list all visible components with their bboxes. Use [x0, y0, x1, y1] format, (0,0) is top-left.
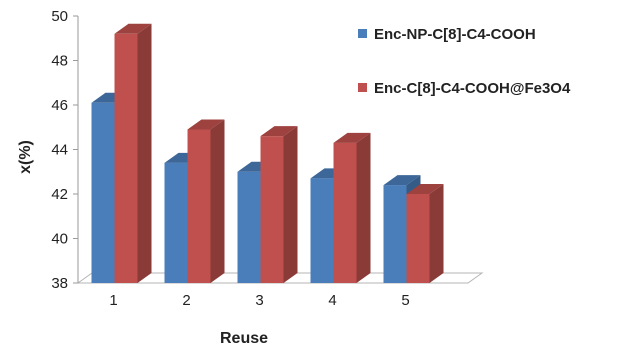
x-tick-label: 1 — [109, 292, 117, 309]
bar-front-face — [114, 33, 138, 283]
bar — [187, 119, 225, 283]
chart-axes — [73, 15, 79, 284]
bar-side-face — [356, 132, 371, 283]
x-tick-label: 2 — [182, 292, 190, 309]
bar — [406, 184, 444, 283]
legend-swatch-series-1 — [358, 29, 367, 38]
legend-label-series-2: Enc-C[8]-C4-COOH@Fe3O4 — [374, 80, 571, 97]
bar-front-face — [260, 136, 284, 283]
bar-side-face — [429, 184, 444, 283]
bar-top-face — [333, 132, 371, 143]
bar-side-face — [137, 23, 152, 284]
bar-top-face — [187, 119, 225, 130]
chart-bars — [91, 23, 444, 284]
bar-top-face — [406, 184, 444, 194]
legend-label-series-1: Enc-NP-C[8]-C4-COOH — [374, 26, 536, 43]
x-tick-label: 5 — [401, 292, 409, 309]
bar — [114, 23, 152, 284]
y-tick-label: 48 — [51, 53, 68, 70]
y-tick-label: 44 — [51, 142, 68, 159]
bar-top-face — [260, 126, 298, 137]
bar — [260, 126, 298, 284]
y-axis-title: x(%) — [17, 140, 34, 174]
y-tick-label: 40 — [51, 231, 68, 248]
bar-front-face — [406, 194, 430, 283]
bar-front-face — [383, 185, 407, 283]
y-tick-label: 50 — [51, 8, 68, 25]
bar-front-face — [91, 102, 115, 284]
y-tick-labels: 38 40 42 44 46 48 50 — [51, 8, 68, 292]
x-tick-labels: 1 2 3 4 5 — [109, 292, 409, 309]
bar — [333, 132, 371, 283]
bar-front-face — [187, 129, 211, 283]
x-axis-title: Reuse — [220, 330, 268, 346]
bar-top-face — [383, 175, 421, 186]
bar-front-face — [333, 142, 357, 283]
legend: Enc-NP-C[8]-C4-COOH Enc-C[8]-C4-COOH@Fe3… — [358, 26, 571, 97]
bar-front-face — [237, 171, 261, 283]
bar-side-face — [283, 126, 298, 284]
legend-swatch-series-2 — [358, 83, 367, 92]
y-tick-label: 38 — [51, 275, 68, 292]
bar-front-face — [164, 162, 188, 283]
x-tick-label: 3 — [255, 292, 263, 309]
bar-side-face — [210, 119, 225, 283]
x-tick-label: 4 — [328, 292, 336, 309]
bar-top-face — [114, 23, 152, 34]
y-tick-label: 42 — [51, 186, 68, 203]
y-tick-label: 46 — [51, 97, 68, 114]
bar-front-face — [310, 178, 334, 283]
